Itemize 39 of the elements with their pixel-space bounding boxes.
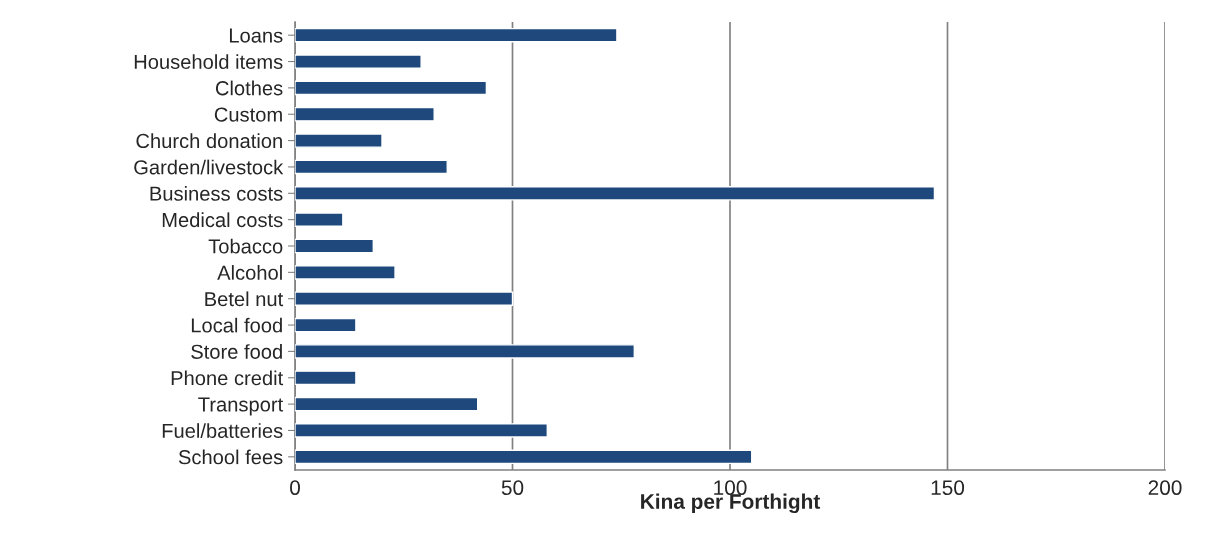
y-tick-label: Business costs — [150, 186, 283, 201]
bar — [295, 449, 753, 465]
bar — [295, 317, 357, 333]
y-tick-label: Custom — [214, 107, 282, 122]
y-tick-label: Local food — [191, 317, 282, 333]
bar — [295, 212, 344, 227]
x-tick-label: 150 — [931, 480, 965, 496]
bar — [295, 423, 548, 438]
y-tick-label: Tobacco — [208, 238, 283, 254]
x-tick-label: 200 — [1148, 480, 1182, 496]
y-tick-label: Transport — [198, 397, 284, 416]
bar — [295, 80, 488, 96]
bar — [295, 344, 635, 359]
y-tick-label: Garden/livestock — [134, 159, 284, 175]
bar — [295, 370, 357, 386]
bar — [295, 396, 479, 412]
y-tick-label: Loans — [229, 28, 283, 43]
y-tick-label: Household items — [134, 54, 283, 70]
bar — [295, 159, 448, 175]
bar — [295, 186, 936, 201]
y-tick-label: School fees — [178, 449, 283, 465]
y-tick-label: Clothes — [215, 80, 283, 96]
y-tick-label: Church donation — [136, 133, 282, 149]
bar — [295, 238, 374, 254]
y-tick-label: Alcohol — [217, 265, 282, 280]
x-tick-label: 100 — [714, 480, 747, 496]
bar — [295, 133, 383, 148]
x-tick-label: 50 — [501, 480, 524, 496]
bar — [295, 291, 514, 306]
y-tick-label: Medical costs — [162, 212, 283, 228]
y-tick-label: Fuel/batteries — [162, 423, 283, 438]
bar — [295, 27, 618, 43]
y-tick-label: Betel nut — [205, 291, 284, 307]
bar — [295, 54, 422, 69]
x-tick-label: 0 — [290, 480, 300, 496]
y-tick-label: Phone credit — [171, 370, 284, 386]
bar — [295, 265, 396, 280]
y-tick-label: Store food — [191, 344, 282, 359]
bar — [295, 106, 435, 122]
